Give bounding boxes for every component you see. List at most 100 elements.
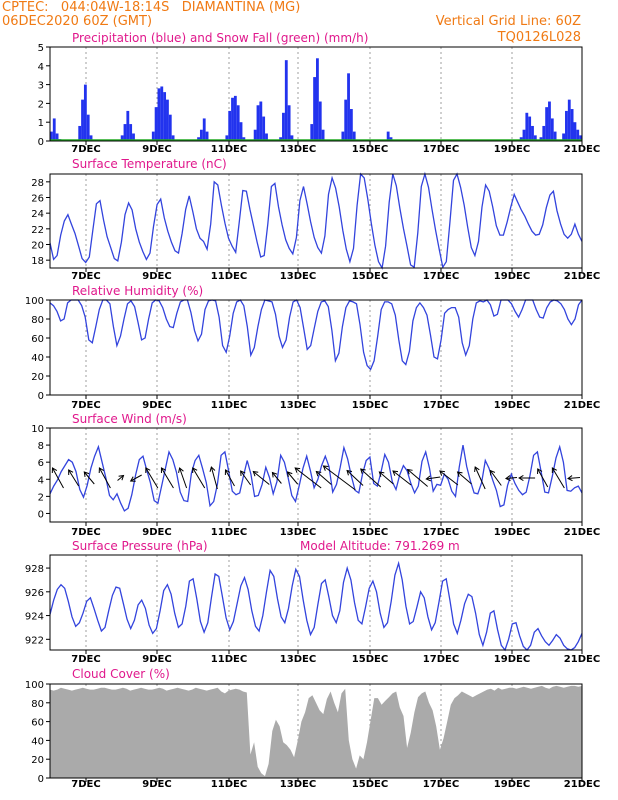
precip-xtick-label: 7DEC bbox=[71, 144, 100, 155]
wind-vector-head bbox=[51, 467, 58, 474]
wind-vector bbox=[322, 465, 356, 491]
precip-bar bbox=[562, 133, 566, 141]
rh-frame bbox=[49, 299, 583, 396]
temp-ytick-label: 26 bbox=[31, 194, 44, 205]
wind-vector bbox=[286, 471, 298, 485]
precip-bar bbox=[352, 131, 356, 141]
wind-vector-head bbox=[489, 469, 496, 476]
cloud-xtick-label: 11DEC bbox=[211, 779, 247, 790]
precip-bar bbox=[548, 101, 551, 141]
precip-bar bbox=[553, 131, 557, 141]
wind-panel bbox=[46, 427, 583, 526]
cloud-ytick-label: 20 bbox=[31, 755, 44, 766]
pressure-xtick-label: 21DEC bbox=[564, 654, 600, 665]
wind-vector-head bbox=[224, 469, 231, 476]
precip-bar bbox=[197, 137, 200, 141]
precip-bar bbox=[89, 135, 93, 141]
chart-header: CPTEC: 044:04W-18:14S DIAMANTINA (MG) 06… bbox=[0, 0, 618, 48]
wind-vector-head bbox=[518, 474, 524, 482]
precip-bar bbox=[132, 133, 135, 141]
pressure-ytick-label: 922 bbox=[25, 635, 44, 646]
precip-ytick-label: 1 bbox=[38, 118, 44, 129]
pressure-xtick-label: 19DEC bbox=[494, 654, 530, 665]
wind-vector-head bbox=[456, 471, 463, 477]
rh-xtick-label: 19DEC bbox=[494, 400, 530, 411]
rh-ytick-label: 40 bbox=[31, 353, 44, 364]
wind-vector-head bbox=[392, 470, 399, 476]
rh-ytick-label: 80 bbox=[31, 315, 44, 326]
wind-vector bbox=[129, 474, 142, 482]
rh-panel bbox=[46, 299, 583, 399]
precip-bar bbox=[279, 137, 283, 141]
cloud-xtick-label: 17DEC bbox=[423, 779, 459, 790]
wind-vector-head bbox=[378, 471, 385, 477]
rh-xtick-label: 11DEC bbox=[211, 400, 247, 411]
wind-ytick-label: 8 bbox=[38, 441, 44, 452]
precip-ytick-label: 3 bbox=[38, 81, 44, 92]
precip-bar bbox=[545, 107, 549, 141]
wind-vector-shaft bbox=[407, 469, 428, 487]
wind-vector bbox=[68, 469, 80, 487]
precip-bar bbox=[253, 129, 257, 141]
wind-vector-head bbox=[240, 470, 246, 477]
wind-vector bbox=[51, 467, 64, 489]
precip-bar bbox=[163, 92, 167, 141]
wind-vector-shaft bbox=[567, 477, 581, 479]
wind-xtick-label: 21DEC bbox=[564, 527, 600, 538]
precip-bar bbox=[282, 112, 285, 141]
precip-bar bbox=[123, 124, 127, 141]
wind-vector-head bbox=[537, 468, 543, 475]
wind-vector-head bbox=[192, 467, 198, 474]
precip-bar bbox=[310, 124, 314, 141]
cloud-area bbox=[50, 685, 582, 778]
wind-ytick-label: 6 bbox=[38, 458, 44, 469]
wind-vector-shaft bbox=[240, 470, 252, 486]
cloud-ytick-label: 100 bbox=[25, 680, 44, 691]
wind-vector-head bbox=[252, 470, 259, 477]
wind-vector bbox=[224, 469, 235, 487]
wind-vector-head bbox=[145, 467, 151, 474]
rh-xtick-label: 7DEC bbox=[71, 400, 100, 411]
wind-vector-shaft bbox=[210, 466, 218, 490]
precip-bar bbox=[565, 110, 568, 141]
rh-line bbox=[49, 299, 583, 371]
wind-vector bbox=[294, 467, 322, 489]
rh-xtick-label: 15DEC bbox=[352, 400, 388, 411]
wind-vector-shaft bbox=[117, 475, 124, 481]
pressure-xtick-label: 15DEC bbox=[352, 654, 388, 665]
wind-vector-shaft bbox=[489, 470, 502, 486]
precip-frame bbox=[49, 46, 583, 142]
wind-xtick-label: 13DEC bbox=[280, 527, 316, 538]
wind-vector-shaft bbox=[439, 470, 459, 486]
precip-bar bbox=[525, 112, 529, 141]
wind-vector-head bbox=[551, 467, 558, 474]
temp-xtick-label: 13DEC bbox=[280, 271, 316, 282]
precip-bar bbox=[341, 131, 345, 141]
temp-xtick-label: 9DEC bbox=[142, 271, 171, 282]
wind-vector bbox=[117, 474, 125, 481]
precip-bar bbox=[55, 133, 59, 141]
wind-vector-shaft bbox=[272, 472, 282, 484]
pressure-line bbox=[49, 560, 583, 652]
precip-panel bbox=[46, 46, 583, 145]
precip-bar bbox=[522, 129, 526, 141]
wind-ytick-label: 4 bbox=[38, 475, 44, 486]
wind-vector-shaft bbox=[457, 471, 472, 485]
precip-bar bbox=[78, 125, 82, 141]
wind-vector bbox=[178, 467, 188, 489]
precip-bar bbox=[168, 114, 172, 141]
temp-frame bbox=[49, 173, 583, 269]
precip-bar bbox=[318, 101, 322, 141]
cloud-xtick-label: 9DEC bbox=[142, 779, 171, 790]
temp-ytick-label: 24 bbox=[31, 209, 44, 220]
wind-vector-shaft bbox=[179, 467, 188, 489]
wind-vector bbox=[240, 470, 252, 486]
precip-bar bbox=[290, 135, 294, 141]
wind-xtick-label: 19DEC bbox=[494, 527, 530, 538]
wind-vector-head bbox=[129, 476, 136, 482]
wind-vector bbox=[551, 467, 565, 489]
wind-vector-head bbox=[118, 474, 125, 481]
wind-vector bbox=[406, 468, 428, 487]
temp-xtick-label: 21DEC bbox=[564, 271, 600, 282]
